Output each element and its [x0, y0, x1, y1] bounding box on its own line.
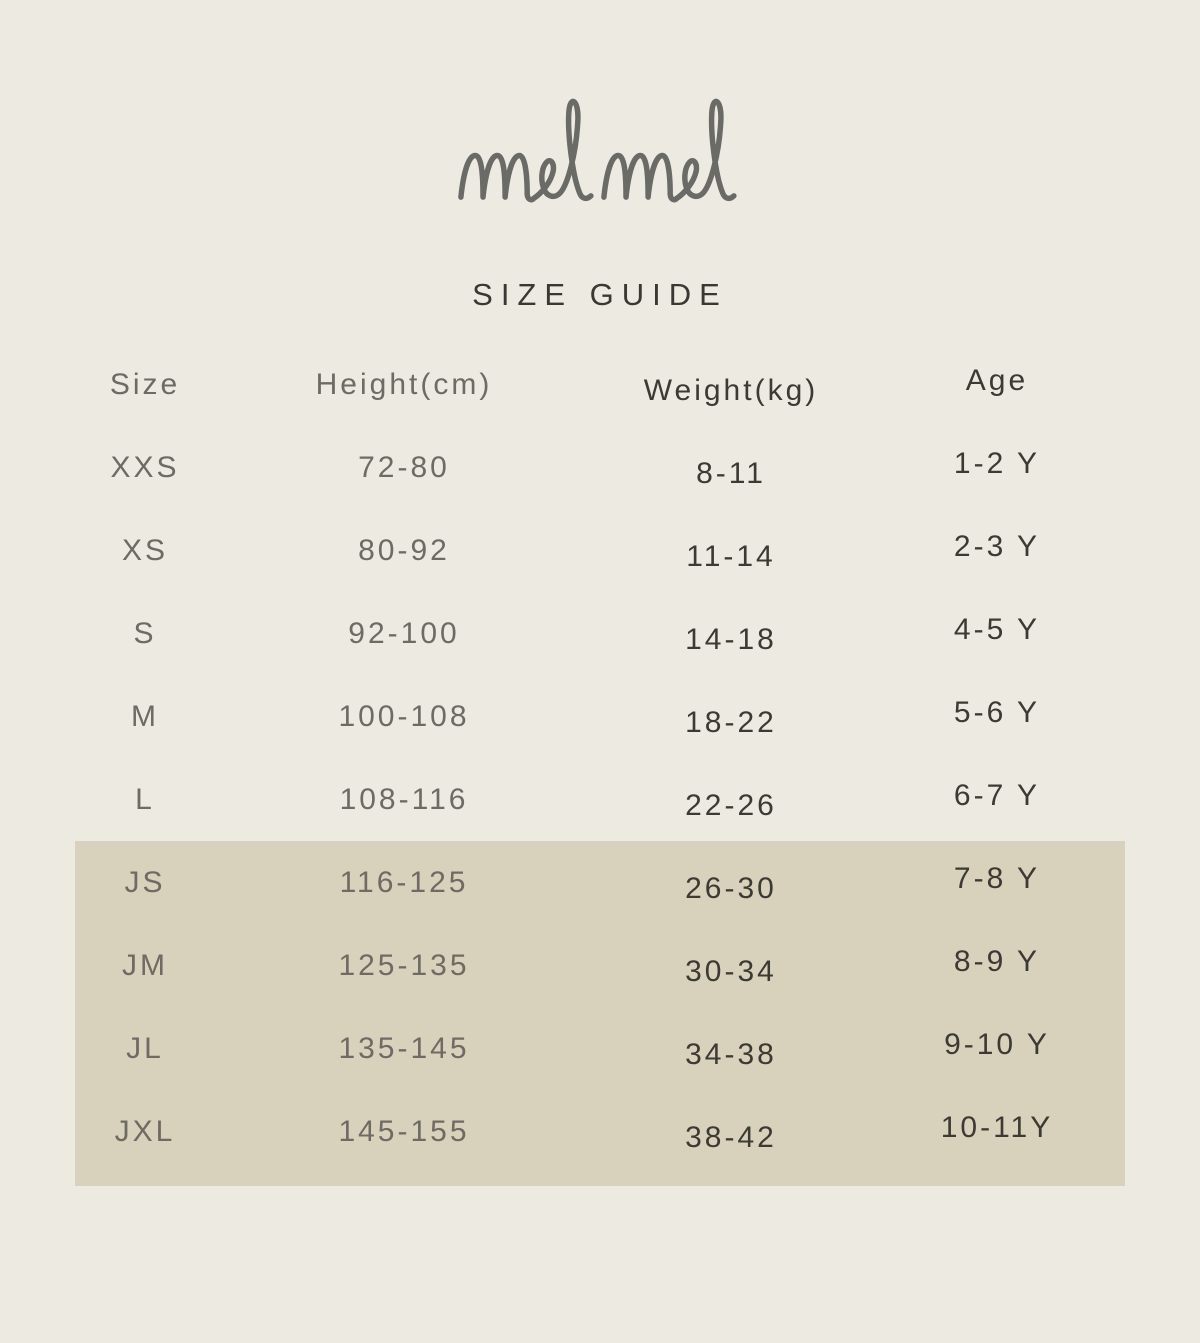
table-row: L 108-116 22-26 6-7 Y [75, 758, 1125, 841]
size-table: Size Height(cm) Weight(kg) Age XXS 72-80… [75, 343, 1125, 1186]
height-cell: 80-92 [358, 533, 450, 567]
weight-cell: 38-42 [685, 1120, 777, 1154]
age-cell: 2-3 Y [953, 529, 1041, 563]
weight-cell: 34-38 [685, 1037, 777, 1071]
age-cell: 7-8 Y [953, 861, 1041, 895]
size-cell: XXS [110, 450, 180, 484]
column-header-size: Size [109, 367, 181, 401]
height-cell: 72-80 [358, 450, 450, 484]
age-cell: 5-6 Y [953, 695, 1041, 729]
weight-cell: 26-30 [685, 871, 777, 905]
age-cell: 4-5 Y [953, 612, 1041, 646]
weight-cell: 14-18 [685, 622, 777, 656]
height-cell: 125-135 [338, 948, 470, 982]
table-row: JL 135-145 34-38 9-10 Y [75, 1007, 1125, 1090]
size-cell: S [133, 616, 157, 650]
table-row: JXL 145-155 38-42 10-11Y [75, 1090, 1125, 1173]
age-cell: 9-10 Y [944, 1027, 1050, 1061]
table-row: XXS 72-80 8-11 1-2 Y [75, 426, 1125, 509]
weight-cell: 30-34 [685, 954, 777, 988]
weight-cell: 11-14 [686, 539, 776, 573]
column-header-weight: Weight(kg) [643, 373, 819, 407]
junior-sizes-highlight-band: JS 116-125 26-30 7-8 Y JM 125-135 30-34 … [75, 841, 1125, 1186]
melmel-logo-script-icon [458, 98, 737, 203]
size-cell: M [131, 699, 159, 733]
age-cell: 10-11Y [940, 1110, 1054, 1144]
brand-logo [0, 0, 1200, 214]
height-cell: 145-155 [338, 1114, 470, 1148]
size-cell: JM [122, 948, 168, 982]
height-cell: 92-100 [348, 616, 460, 650]
size-cell: XS [121, 533, 169, 567]
weight-cell: 8-11 [696, 456, 766, 490]
table-row: JS 116-125 26-30 7-8 Y [75, 841, 1125, 924]
age-cell: 8-9 Y [953, 944, 1041, 978]
table-row: JM 125-135 30-34 8-9 Y [75, 924, 1125, 1007]
age-cell: 1-2 Y [953, 446, 1041, 480]
size-cell: L [135, 782, 155, 816]
weight-cell: 22-26 [685, 788, 777, 822]
column-header-height: Height(cm) [315, 367, 493, 401]
table-row: XS 80-92 11-14 2-3 Y [75, 509, 1125, 592]
height-cell: 100-108 [338, 699, 470, 733]
size-cell: JXL [114, 1114, 176, 1148]
table-row: S 92-100 14-18 4-5 Y [75, 592, 1125, 675]
table-header-row: Size Height(cm) Weight(kg) Age [75, 343, 1125, 426]
size-cell: JS [124, 865, 166, 899]
height-cell: 116-125 [339, 865, 469, 899]
height-cell: 108-116 [339, 782, 469, 816]
size-cell: JL [126, 1031, 164, 1065]
column-header-age: Age [965, 363, 1029, 397]
page-title: SIZE GUIDE [472, 277, 728, 312]
age-cell: 6-7 Y [953, 778, 1041, 812]
size-guide-page: SIZE GUIDE Size Height(cm) Weight(kg) Ag… [0, 0, 1200, 1186]
height-cell: 135-145 [338, 1031, 470, 1065]
weight-cell: 18-22 [685, 705, 777, 739]
table-row: M 100-108 18-22 5-6 Y [75, 675, 1125, 758]
